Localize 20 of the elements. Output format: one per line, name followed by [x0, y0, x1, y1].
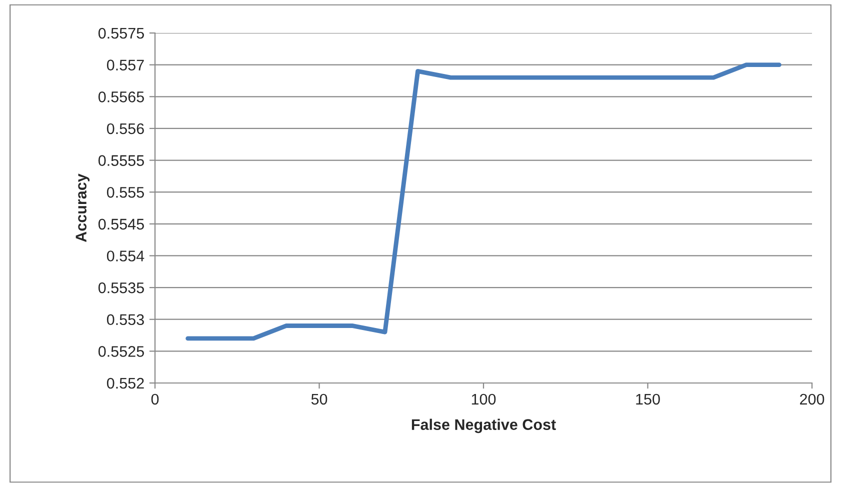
y-tick-label: 0.5565: [98, 92, 144, 102]
y-tick-label: 0.552: [106, 378, 144, 389]
x-tick-label: 200: [800, 394, 824, 405]
y-tick-label: 0.553: [106, 314, 144, 326]
y-tick-label: 0.555: [106, 186, 144, 198]
x-axis-title: False Negative Cost: [412, 418, 556, 434]
y-tick-label: 0.5545: [98, 218, 144, 230]
y-tick-label: 0.554: [106, 250, 144, 262]
y-tick-label: 0.5575: [98, 28, 144, 39]
x-tick-label: 100: [472, 394, 496, 405]
x-tick-label: 50: [311, 394, 328, 405]
y-tick-label: 0.556: [106, 123, 144, 134]
y-tick-label: 0.5525: [98, 346, 144, 357]
x-tick-label: 150: [636, 394, 660, 405]
y-tick-label: 0.557: [106, 60, 144, 71]
line-series: [186, 62, 782, 341]
y-tick-label: 0.5535: [98, 282, 144, 294]
x-tick-label: 0: [151, 394, 159, 405]
y-tick-label: 0.5555: [98, 155, 144, 166]
y-axis-title: Accuracy: [76, 174, 90, 242]
